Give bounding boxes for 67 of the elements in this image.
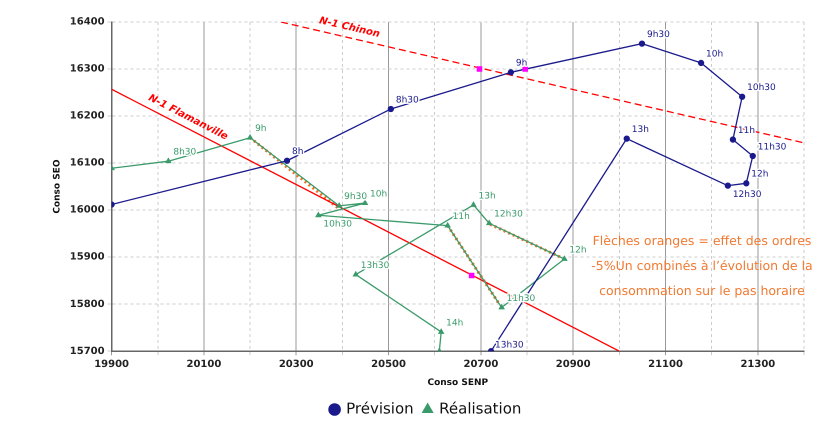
- point: [698, 60, 704, 66]
- annotation: 8h30: [173, 148, 197, 158]
- annotation: 10h: [706, 49, 724, 60]
- annotation: Flèches oranges = effet des ordres -5%Un combinés à l’évolution de la consommation sur le pas horaire: [590, 232, 814, 300]
- y-axis-title: Conso SEO: [52, 159, 63, 214]
- annotation: 8h30: [396, 95, 420, 106]
- annotation: 10h30: [747, 83, 776, 94]
- point: [352, 271, 359, 276]
- point: [743, 180, 750, 186]
- point: [522, 66, 528, 72]
- annotation: 13h30: [495, 340, 524, 351]
- annotation: 12h: [751, 170, 768, 180]
- point: [444, 222, 450, 228]
- point: [470, 202, 476, 207]
- point: [438, 328, 444, 334]
- x-axis-title: Conso SENP: [427, 378, 489, 388]
- y-tick-label: 15800: [70, 298, 105, 310]
- point: [638, 40, 646, 47]
- point: [730, 136, 736, 143]
- point: [498, 304, 504, 310]
- annotation: 14h: [446, 318, 464, 328]
- point: [624, 135, 630, 142]
- annotation: 11h: [738, 126, 756, 136]
- x-tick-label: 21100: [648, 358, 683, 370]
- point: [738, 94, 746, 100]
- text: N-1 Chinon: [318, 15, 381, 40]
- annotation: 12h: [569, 245, 587, 256]
- point: [316, 212, 322, 218]
- point: [486, 220, 492, 226]
- annotation: 8h: [292, 147, 304, 158]
- y-tick-label: 16100: [70, 158, 105, 169]
- annotation: 12h30: [732, 190, 762, 200]
- x-tick-label: 20500: [371, 358, 406, 370]
- y-tick-label: 16400: [70, 16, 105, 28]
- point: [336, 202, 342, 208]
- x-tick-label: 20300: [278, 358, 314, 370]
- annotation: 11h30: [758, 142, 787, 152]
- annotation: 12h30: [494, 210, 524, 220]
- point: [362, 200, 368, 205]
- point: [562, 256, 568, 261]
- y-tick-label: 16200: [70, 110, 105, 122]
- annotation: 9h30: [646, 30, 670, 40]
- annotation: 10h30: [323, 220, 352, 230]
- annotation: 9h: [255, 124, 267, 134]
- point: [724, 182, 731, 189]
- annotation: 9h30: [344, 192, 368, 202]
- point: [476, 66, 482, 72]
- legend-label: Prévision: [346, 399, 414, 418]
- x-tick-label: 20100: [186, 358, 222, 370]
- y-tick-label: 15900: [70, 252, 105, 263]
- point: [508, 69, 514, 76]
- point: [750, 152, 756, 160]
- legend-label: Réalisation: [439, 399, 522, 418]
- annotation: 9h: [516, 58, 528, 69]
- y-tick-label: 16300: [70, 64, 105, 75]
- point: [284, 158, 290, 164]
- x-tick-label: 20900: [556, 358, 591, 370]
- point: [468, 272, 474, 278]
- x-tick-label: 19900: [94, 358, 130, 370]
- y-tick-label: 16000: [70, 204, 105, 216]
- y-tick-label: 15700: [70, 346, 105, 357]
- annotation: 10h: [370, 189, 388, 200]
- x-tick-label: 21300: [740, 358, 776, 370]
- x-tick-label: 20700: [463, 358, 498, 370]
- annotation: 11h: [452, 212, 470, 222]
- annotation: 13h: [632, 124, 649, 135]
- point: [388, 106, 394, 112]
